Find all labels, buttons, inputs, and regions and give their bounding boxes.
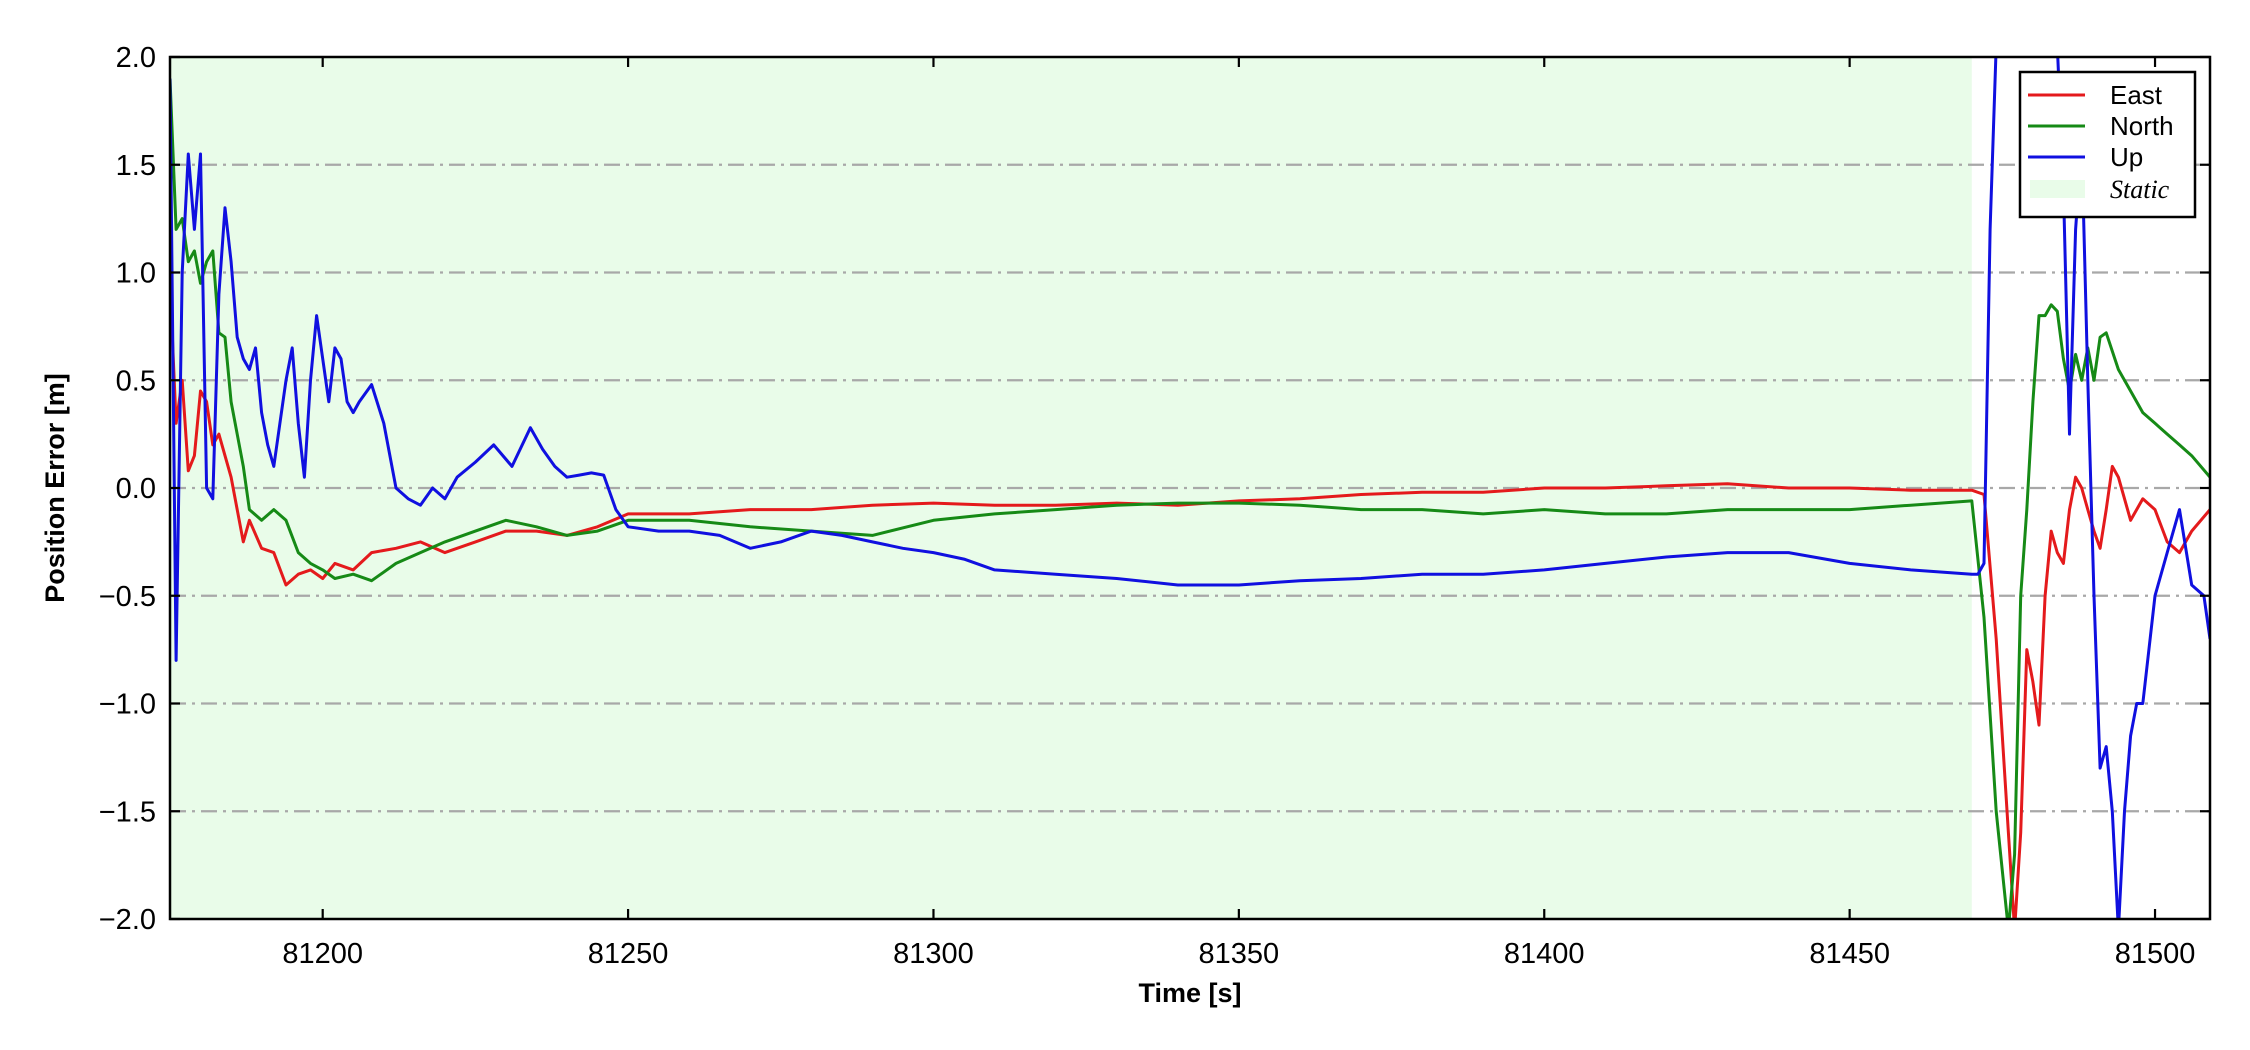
legend-label-up: Up xyxy=(2110,142,2143,172)
x-tick-label: 81350 xyxy=(1199,938,1280,970)
legend-swatch-static xyxy=(2030,180,2085,198)
y-tick-label: 2.0 xyxy=(116,42,156,74)
legend-label-north: North xyxy=(2110,111,2174,141)
legend-label-east: East xyxy=(2110,80,2163,110)
y-tick-label: −1.5 xyxy=(99,796,156,828)
y-tick-label: 0.5 xyxy=(116,365,156,397)
y-axis-title: Position Error [m] xyxy=(40,373,70,603)
series-lines xyxy=(170,57,2210,919)
y-tick-label: −1.0 xyxy=(99,689,156,721)
series-line-up xyxy=(170,57,2210,919)
y-tick-label: −2.0 xyxy=(99,904,156,936)
y-tick-label: −0.5 xyxy=(99,581,156,613)
x-tick-label: 81500 xyxy=(2115,938,2196,970)
x-tick-label: 81250 xyxy=(588,938,669,970)
legend: East North Up Static xyxy=(2018,70,2197,219)
x-tick-label: 81300 xyxy=(893,938,974,970)
x-tick-label: 81400 xyxy=(1504,938,1585,970)
x-tick-label: 81450 xyxy=(1809,938,1890,970)
x-axis-title: Time [s] xyxy=(1138,978,1241,1008)
series-line-north xyxy=(170,78,2210,919)
axis-ticks: 81200 81250 81300 81350 81400 81450 81500 −2.0 −… xyxy=(99,42,2210,970)
x-tick-label: 81200 xyxy=(282,938,363,970)
y-tick-label: 0.0 xyxy=(116,473,156,505)
legend-label-static: Static xyxy=(2110,175,2170,204)
y-tick-label: 1.0 xyxy=(116,258,156,290)
y-tick-label: 1.5 xyxy=(116,150,156,182)
